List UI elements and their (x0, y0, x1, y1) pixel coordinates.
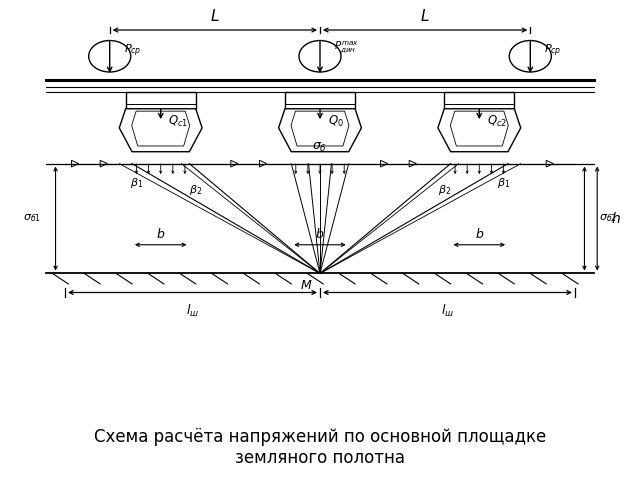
Text: Схема расчёта напряжений по основной площадке
земляного полотна: Схема расчёта напряжений по основной пло… (94, 428, 546, 467)
Polygon shape (125, 92, 196, 109)
Text: $Q_0$: $Q_0$ (328, 114, 344, 129)
Text: $Q_{c1}$: $Q_{c1}$ (168, 114, 189, 129)
Text: $l_ш$: $l_ш$ (186, 303, 199, 319)
Text: $\sigma_{б1}$: $\sigma_{б1}$ (23, 213, 41, 225)
Text: $L$: $L$ (210, 8, 220, 24)
Text: $\sigma_б$: $\sigma_б$ (312, 141, 328, 154)
Text: $\beta_2$: $\beta_2$ (438, 183, 451, 197)
Text: $\beta_2$: $\beta_2$ (189, 183, 202, 197)
Text: $b$: $b$ (475, 227, 484, 241)
Polygon shape (119, 109, 202, 152)
Text: $\sigma_{б2}$: $\sigma_{б2}$ (599, 213, 617, 225)
Text: $L$: $L$ (420, 8, 430, 24)
Text: $Q_{c2}$: $Q_{c2}$ (487, 114, 507, 129)
Polygon shape (438, 109, 521, 152)
Polygon shape (278, 109, 362, 152)
Text: $M$: $M$ (300, 279, 312, 292)
Text: $\beta_1$: $\beta_1$ (130, 176, 143, 190)
Text: $b$: $b$ (156, 227, 165, 241)
Text: $h$: $h$ (611, 211, 621, 226)
Text: $P_{cp}$: $P_{cp}$ (544, 42, 562, 59)
Polygon shape (444, 92, 515, 109)
Text: $P^{max}_{дин}$: $P^{max}_{дин}$ (334, 39, 359, 55)
Text: $\beta_1$: $\beta_1$ (497, 176, 510, 190)
Text: $l_ш$: $l_ш$ (441, 303, 454, 319)
Text: $b$: $b$ (316, 227, 324, 241)
Text: $P_{cp}$: $P_{cp}$ (124, 42, 141, 59)
Polygon shape (285, 92, 355, 109)
